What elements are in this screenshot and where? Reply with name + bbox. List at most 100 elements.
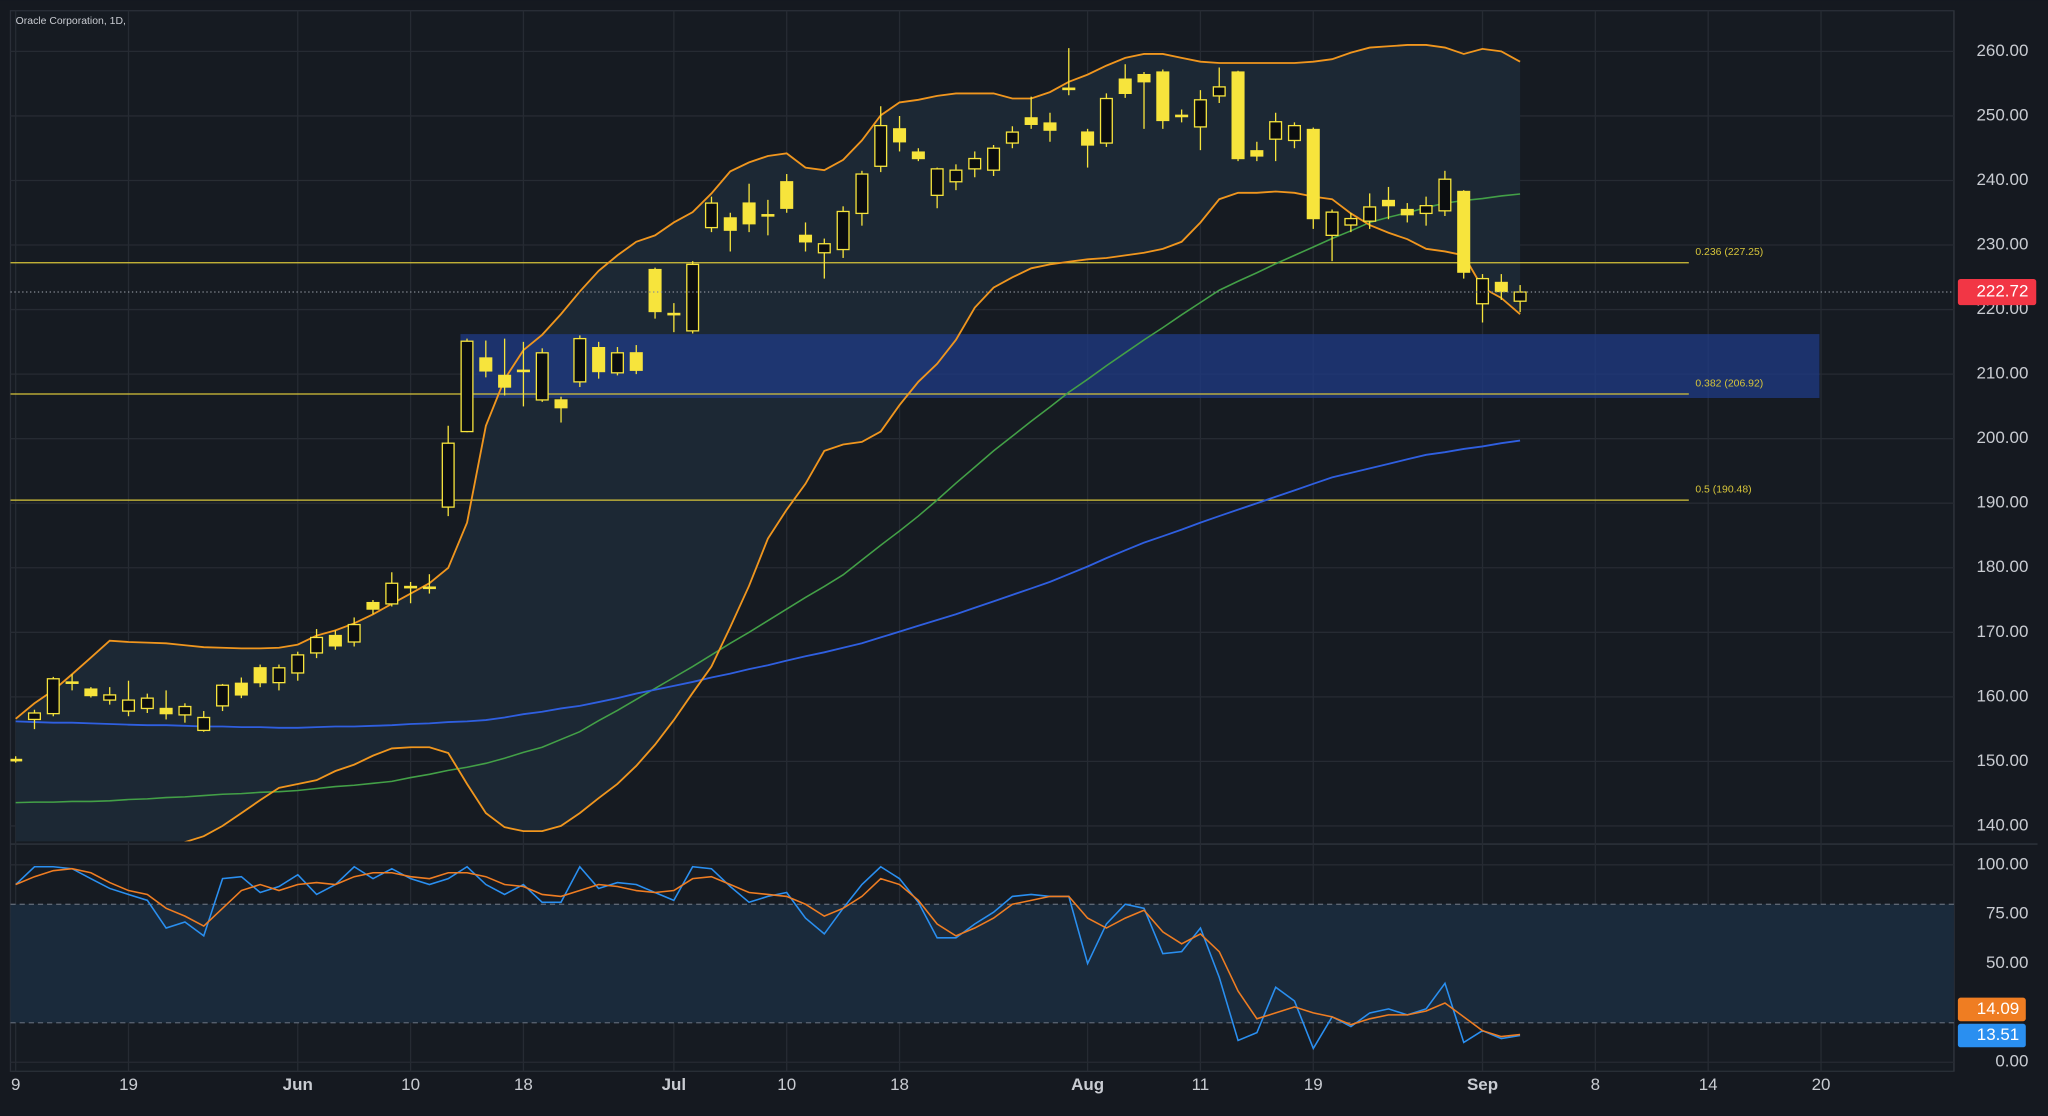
candle-body [1419,205,1433,215]
candle-body [667,312,681,316]
y-tick-label: 210.00 [1977,364,2029,383]
candle-body [610,352,624,374]
candle-body [1306,128,1320,220]
candle-body [648,268,662,313]
candle-body [197,716,211,732]
candle-body [1457,190,1471,273]
candle-body [328,634,342,647]
candle-body [404,585,418,589]
candle-body [291,654,305,674]
candle-body [272,667,286,684]
candle-body [704,202,719,229]
y-tick-label: 180.00 [1977,557,2029,576]
y-tick-label: 50.00 [1986,953,2028,972]
y-tick-label: 200.00 [1977,428,2029,447]
x-tick-label: Jul [662,1075,687,1094]
candle-body [84,688,98,697]
candle-body [1062,87,1076,91]
candle-body [178,705,192,716]
x-tick-label: 19 [119,1075,138,1094]
candle-body [121,699,136,712]
candle-body [27,712,42,721]
chart-title: Oracle Corporation, 1D, [16,16,126,27]
candle-body [1494,281,1508,293]
fib-label: 0.236 (227.25) [1695,247,1763,258]
candle-body [817,243,831,254]
candle-body [366,601,380,610]
ma-line [15,193,1521,804]
candle-body [855,173,869,215]
candle-body [930,168,944,196]
x-tick-label: 20 [1812,1075,1831,1094]
y-tick-label: 150.00 [1977,751,2029,770]
candle-body [140,697,154,710]
candle-body [1137,73,1151,83]
y-tick-label: 250.00 [1977,105,2029,124]
fib-label: 0.382 (206.92) [1695,378,1763,389]
x-tick-label: 9 [11,1075,20,1094]
candle-body [159,707,173,715]
candle-body [554,399,568,409]
candle-body [836,210,850,251]
candle-body [893,128,907,143]
y-tick-label: 230.00 [1977,235,2029,254]
candle-body [1005,131,1019,144]
y-tick-label: 0.00 [1995,1052,2028,1071]
value-badge [1957,997,2026,1022]
candle-body [1513,291,1527,302]
candle-body [479,357,493,372]
candle-body [498,374,512,388]
x-tick-label: Sep [1467,1075,1498,1094]
candle-body [1024,117,1038,125]
y-tick-label: 260.00 [1977,41,2029,60]
candle-body [1043,122,1057,131]
candle-body [629,352,643,371]
x-tick-label: 18 [514,1075,533,1094]
candle-body [1438,178,1452,212]
candle-body [65,681,79,684]
candle-body [1400,208,1414,216]
candle-body [874,124,888,167]
value-badge [1957,1023,2026,1048]
fib-label: 0.5 (190.48) [1695,484,1751,495]
oscillator-line [15,867,1521,1038]
candle-body [1363,206,1377,222]
y-tick-label: 100.00 [1977,854,2029,873]
candle-body [516,369,530,373]
candle-body [798,234,813,243]
band-fill [15,44,1521,842]
candle-body [253,667,267,684]
candle-body [310,636,324,654]
candle-body [535,352,549,401]
candle-body [968,157,982,170]
candle-body [592,347,606,373]
candle-body [761,214,775,217]
candle-body [103,694,117,701]
zone [460,334,1820,399]
candle-body [1175,114,1189,118]
candle-body [1156,71,1170,122]
candle-body [1231,71,1245,160]
candle-body [1099,97,1113,144]
candle-body [780,181,794,209]
y-tick-label: 140.00 [1977,815,2029,834]
x-tick-label: 14 [1699,1075,1718,1094]
candle-body [1212,86,1226,97]
candle-body [723,217,737,231]
oscillator-panel [10,865,1954,1051]
value-badge-label: 14.09 [1977,999,2019,1018]
x-tick-label: 11 [1192,1075,1210,1094]
y-tick-label: 170.00 [1977,622,2029,641]
candle-body [1269,121,1283,140]
candle-body [742,202,756,225]
candle-body [10,758,23,762]
candle-body [911,151,925,160]
candle-body [422,586,436,590]
x-tick-label: 10 [401,1075,420,1094]
value-badge-label: 13.51 [1977,1025,2019,1044]
y-tick-label: 190.00 [1977,493,2029,512]
candle-body [1381,199,1396,207]
y-tick-label: 240.00 [1977,170,2029,189]
level-fill [10,904,1954,1023]
